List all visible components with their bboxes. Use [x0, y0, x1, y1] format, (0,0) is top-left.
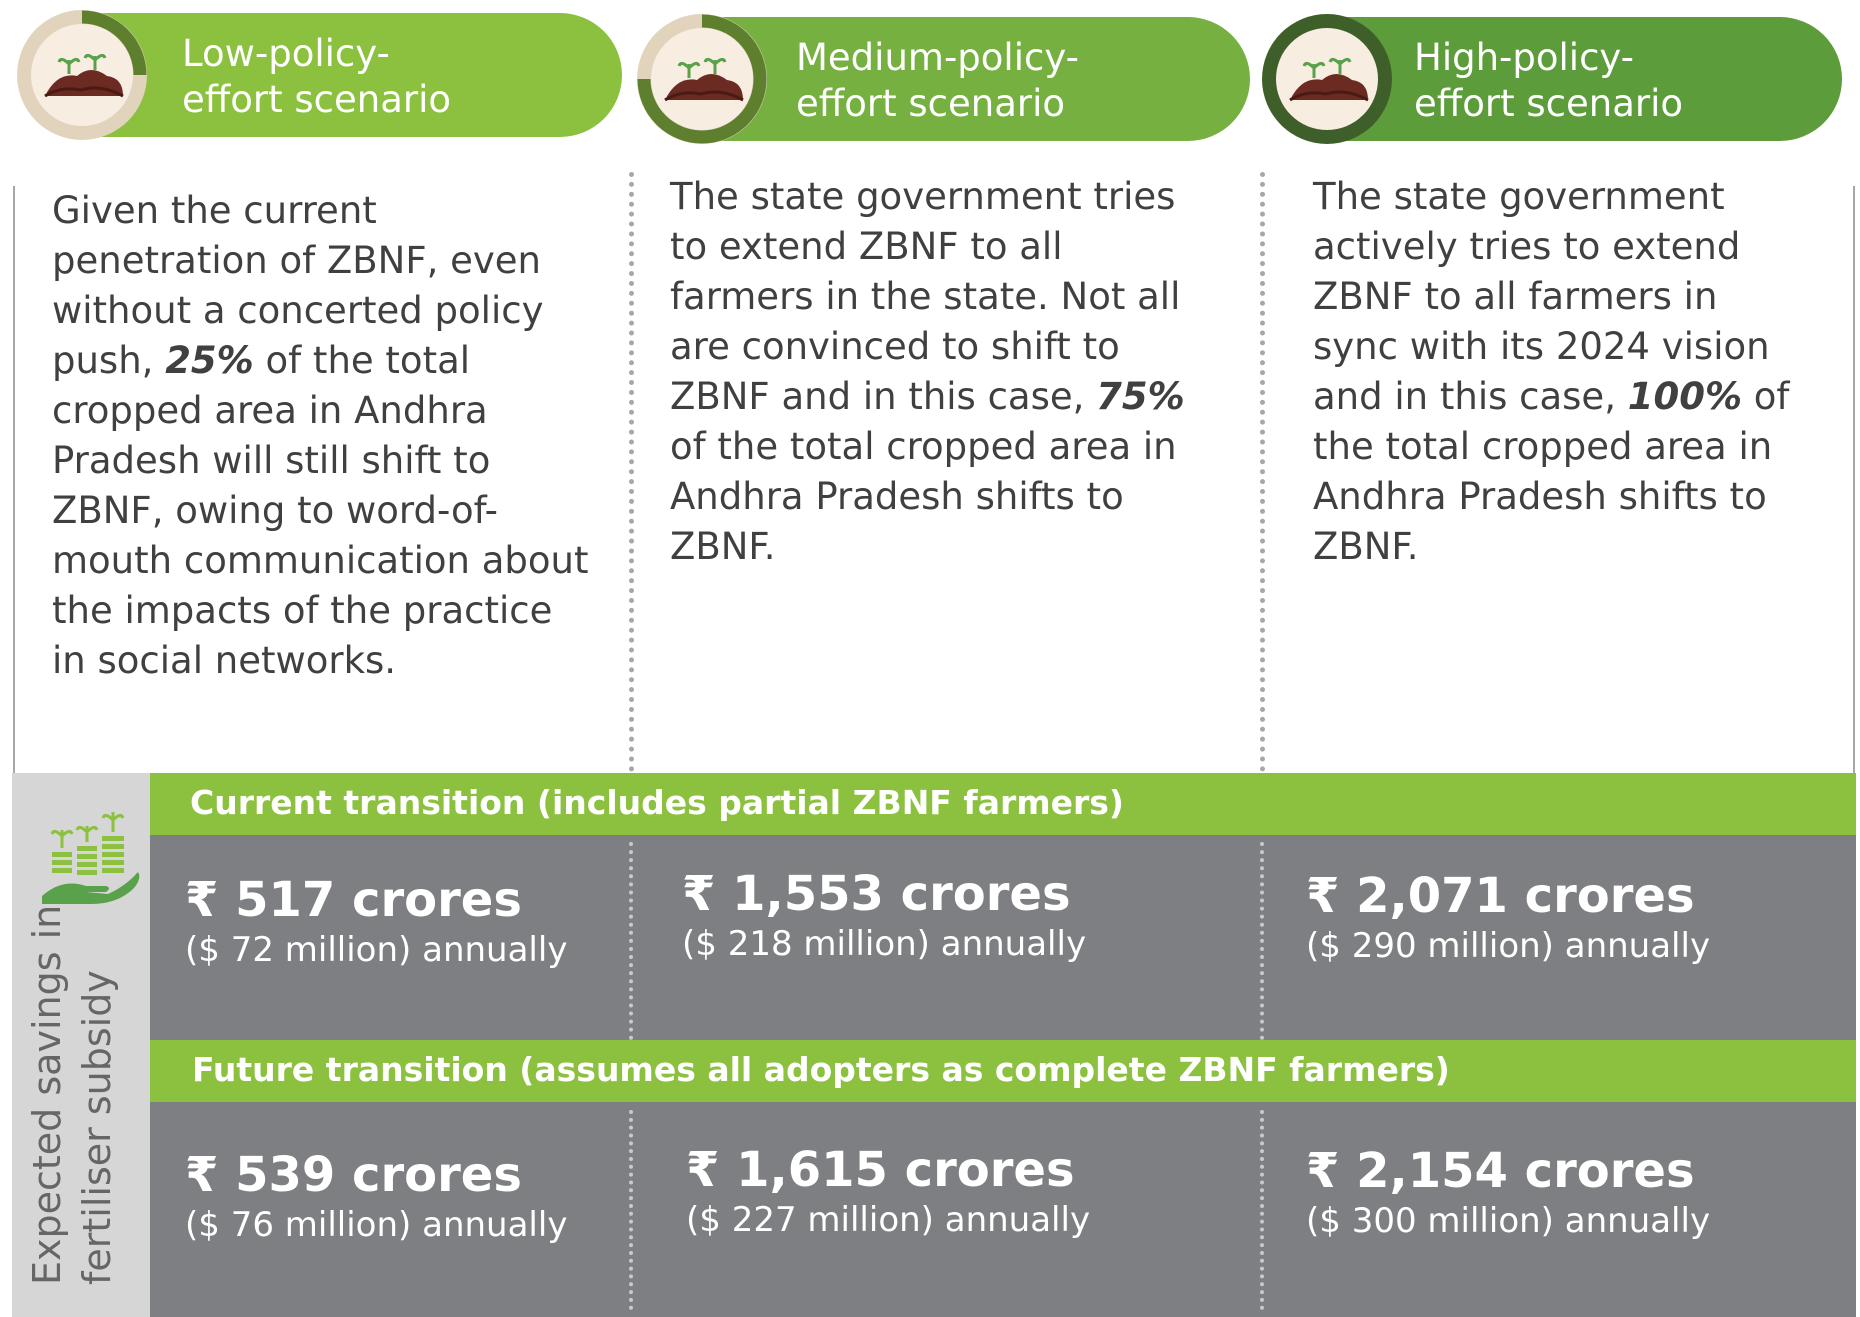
current-value-high: ₹ 2,071 crores ($ 290 million) annually: [1306, 868, 1710, 968]
future-transition-heading: Future transition (assumes all adopters …: [192, 1050, 1450, 1089]
scenario-title: Low-policy- effort scenario: [182, 32, 452, 121]
current-value-low: ₹ 517 crores ($ 72 million) annually: [185, 872, 567, 972]
future-value-high: ₹ 2,154 crores ($ 300 million) annually: [1306, 1143, 1710, 1243]
value-divider: [1260, 842, 1264, 1040]
savings-usd: ($ 72 million) annually: [185, 930, 568, 970]
savings-amount: ₹ 1,615 crores: [686, 1142, 1075, 1198]
future-values-panel: [150, 1102, 1856, 1317]
column-divider: [629, 172, 634, 772]
savings-amount: ₹ 2,154 crores: [1306, 1143, 1695, 1199]
column-divider: [1260, 172, 1265, 772]
savings-usd: ($ 218 million) annually: [682, 924, 1087, 964]
scenario-description-high: The state government actively tries to e…: [1313, 175, 1790, 568]
savings-usd: ($ 300 million) annually: [1306, 1201, 1711, 1241]
savings-usd: ($ 290 million) annually: [1306, 926, 1711, 966]
savings-usd: ($ 76 million) annually: [185, 1205, 568, 1245]
soil-seedling-icon: [637, 14, 767, 144]
scenario-description-low: Given the current penetration of ZBNF, e…: [52, 189, 589, 682]
right-border-line: [1853, 186, 1855, 776]
soil-seedling-icon: [1262, 14, 1392, 144]
value-divider: [629, 842, 633, 1040]
current-transition-band: Current transition (includes partial ZBN…: [150, 773, 1856, 835]
scenario-description-medium: The state government tries to extend ZBN…: [670, 175, 1185, 568]
current-transition-heading: Current transition (includes partial ZBN…: [190, 783, 1125, 822]
soil-seedling-icon: [17, 10, 147, 140]
hand-coins-seedling-icon: [42, 800, 142, 910]
savings-side-label: Expected savings in fertiliser subsidy: [25, 904, 119, 1285]
savings-usd: ($ 227 million) annually: [686, 1200, 1091, 1240]
savings-amount: ₹ 517 crores: [185, 872, 522, 928]
left-border-line: [13, 186, 15, 776]
future-transition-band: Future transition (assumes all adopters …: [150, 1040, 1856, 1102]
future-value-low: ₹ 539 crores ($ 76 million) annually: [185, 1147, 567, 1247]
current-value-medium: ₹ 1,553 crores ($ 218 million) annually: [682, 866, 1086, 966]
savings-amount: ₹ 2,071 crores: [1306, 868, 1695, 924]
future-value-medium: ₹ 1,615 crores ($ 227 million) annually: [686, 1142, 1090, 1242]
value-divider: [629, 1110, 633, 1310]
savings-amount: ₹ 539 crores: [185, 1147, 522, 1203]
scenario-title: Medium-policy- effort scenario: [796, 36, 1079, 125]
savings-amount: ₹ 1,553 crores: [682, 866, 1071, 922]
scenario-title: High-policy- effort scenario: [1414, 36, 1684, 125]
value-divider: [1260, 1110, 1264, 1310]
current-values-panel: [150, 835, 1856, 1040]
